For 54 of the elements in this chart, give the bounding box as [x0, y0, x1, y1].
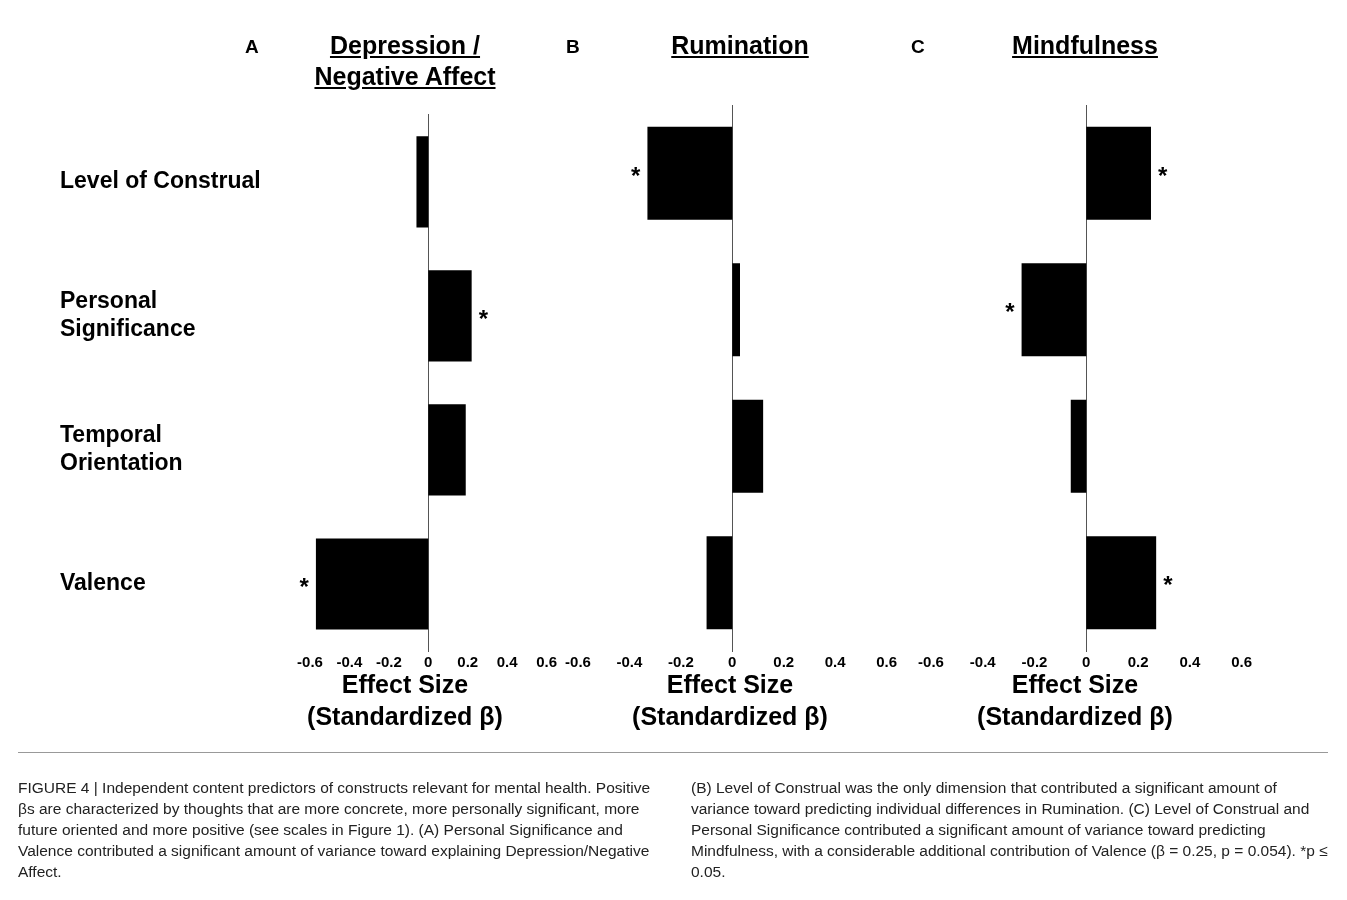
x-axis-title: Effect Size (Standardized β) — [632, 670, 828, 730]
x-tick-label: 0 — [424, 653, 433, 671]
chart-title: Mindfulness — [1011, 30, 1159, 61]
bar — [732, 399, 764, 493]
annotation: * — [1005, 298, 1016, 326]
bar — [428, 404, 466, 496]
annotation: * — [631, 161, 642, 189]
x-tick-label: 0 — [1082, 653, 1091, 671]
y-tick-label: Temporal Orientation — [60, 421, 183, 476]
bar — [428, 270, 472, 362]
annotation: * — [1163, 571, 1174, 599]
x-tick-label: 0.4 — [824, 653, 847, 671]
x-tick-label: -0.2 — [667, 653, 694, 671]
bar — [1086, 536, 1157, 630]
x-tick-label: 0 — [728, 653, 737, 671]
x-tick-label: 0.2 — [773, 653, 795, 671]
x-tick-label: -0.6 — [565, 653, 591, 671]
x-tick-label: 0.2 — [1127, 653, 1149, 671]
annotation: * — [1157, 161, 1168, 189]
bar — [732, 263, 740, 357]
x-tick-label: -0.2 — [375, 653, 402, 671]
x-tick-label: 0.6 — [536, 653, 557, 671]
bar — [315, 538, 429, 630]
y-tick-label: Personal Significance — [60, 287, 196, 342]
x-tick-label: 0.6 — [876, 653, 897, 671]
text: A — [245, 36, 259, 58]
chart-title: Rumination — [670, 30, 810, 61]
bar — [1070, 399, 1087, 493]
x-axis-title: Effect Size (Standardized β) — [977, 670, 1173, 730]
x-tick-label: 0.2 — [457, 653, 479, 671]
bar — [1021, 263, 1087, 357]
text: C — [911, 36, 925, 58]
text: (B) Level of Construal was the only dimension that contributed a significant amount of variance toward predicting individual differences in Rumination. (C) Level of Construal and Personal Significance contributed a significant amount of variance toward predicting Mindfulness, with a considerable additional contribution of Valence (β = 0.25, p = 0.054). *p ≤ 0.05. — [691, 778, 1328, 882]
x-tick-label: -0.4 — [336, 653, 363, 671]
bar — [706, 536, 733, 630]
bar — [647, 126, 733, 220]
annotation: * — [299, 572, 310, 600]
caption: FIGURE 4 | Independent content predictors of constructs relevant for mental health. Positive βs are characterized by thoughts that are more concrete, more personally significant, more future oriented and more positive (see scales in Figure 1). (A) Personal Significance and Valence contributed a significant amount of variance toward explaining Depression/Negative Affect. — [18, 778, 652, 882]
text: B — [566, 36, 580, 58]
x-tick-label: -0.4 — [616, 653, 643, 671]
annotation: * — [478, 304, 489, 332]
bar — [416, 136, 429, 228]
x-tick-label: -0.4 — [969, 653, 997, 671]
y-tick-label: Valence — [60, 569, 146, 596]
x-tick-label: 0.4 — [496, 653, 519, 671]
x-tick-label: 0.4 — [1179, 653, 1201, 671]
bar — [1086, 126, 1151, 220]
x-tick-label: 0.6 — [1231, 653, 1252, 671]
x-tick-label: -0.6 — [297, 653, 323, 671]
x-tick-label: -0.2 — [1021, 653, 1048, 671]
x-tick-label: -0.6 — [918, 653, 944, 671]
y-tick-label: Level of Construal — [60, 167, 261, 194]
x-axis-title: Effect Size (Standardized β) — [307, 670, 503, 730]
chart-title: Depression / Negative Affect — [313, 30, 497, 92]
